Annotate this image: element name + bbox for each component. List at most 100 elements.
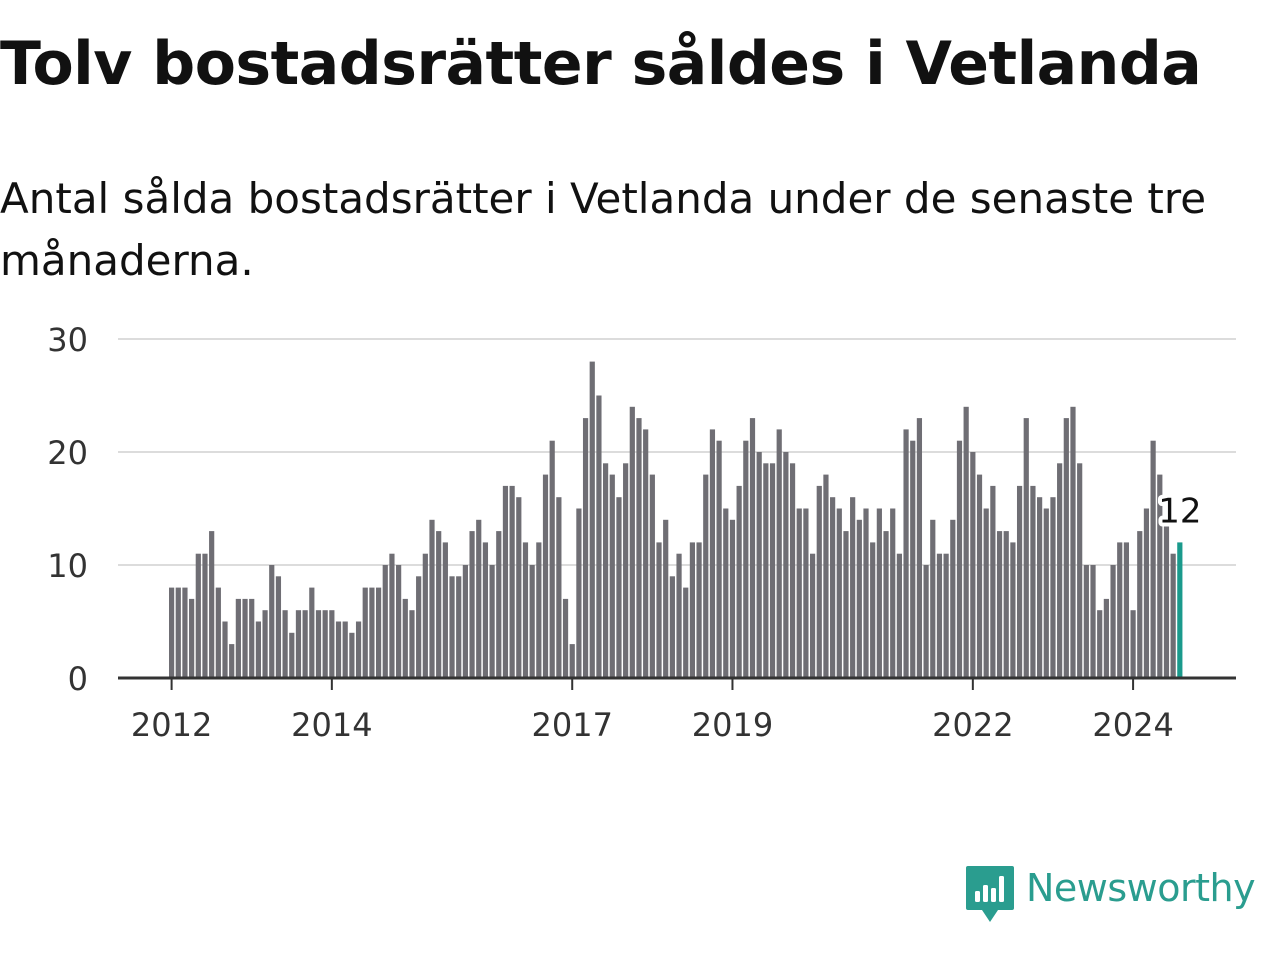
bar <box>716 440 722 678</box>
bar <box>249 598 255 678</box>
bar <box>1037 497 1043 678</box>
bar <box>903 429 909 678</box>
bar <box>1050 497 1056 678</box>
x-tick-label: 2017 <box>532 706 613 744</box>
bar <box>689 542 696 678</box>
bar <box>422 553 428 678</box>
x-tick-label: 2022 <box>932 706 1013 744</box>
bar-latest <box>1177 542 1183 678</box>
bar <box>850 497 856 678</box>
bar <box>709 429 716 678</box>
y-tick-label: 0 <box>68 660 88 698</box>
bar <box>1083 565 1089 678</box>
bar <box>202 553 208 678</box>
bar <box>1150 440 1156 678</box>
bar <box>496 531 502 678</box>
bar <box>983 508 989 678</box>
bar <box>362 587 368 678</box>
bar <box>1070 406 1076 678</box>
bar <box>656 542 662 678</box>
bar <box>215 587 221 678</box>
bar <box>329 610 335 678</box>
bar <box>996 531 1003 678</box>
bar <box>1016 485 1023 678</box>
y-axis-ticks: 0 10 20 30 <box>47 321 88 698</box>
y-tick-label: 20 <box>47 434 88 472</box>
bar <box>1077 463 1083 678</box>
latest-value-annotation: 12 <box>1154 487 1205 535</box>
bar <box>803 508 809 678</box>
bar <box>342 621 348 678</box>
bar <box>589 361 595 678</box>
bar <box>596 395 602 678</box>
bar <box>1123 542 1130 678</box>
bar <box>669 576 675 678</box>
bar <box>242 598 248 678</box>
bar <box>649 474 655 678</box>
bar <box>629 406 635 678</box>
bar <box>923 565 929 678</box>
bar <box>830 497 836 678</box>
bar <box>823 474 829 678</box>
y-tick-label: 10 <box>47 547 88 585</box>
bar <box>229 644 235 678</box>
bar <box>1003 531 1009 678</box>
bar <box>476 519 482 678</box>
bar <box>1030 485 1036 678</box>
bar <box>963 406 969 678</box>
bar <box>289 632 295 678</box>
bar <box>509 485 515 678</box>
bar <box>556 497 562 678</box>
bar <box>749 418 756 678</box>
bar <box>1097 610 1103 678</box>
bar <box>209 531 215 678</box>
bar <box>623 463 629 678</box>
bar <box>863 508 869 678</box>
bar <box>235 598 241 678</box>
bar <box>489 565 495 678</box>
bar <box>836 508 842 678</box>
bar <box>743 440 749 678</box>
bar <box>729 519 736 678</box>
bar <box>355 621 362 678</box>
bar <box>482 542 489 678</box>
bar <box>522 542 529 678</box>
newsworthy-logo[interactable]: Newsworthy <box>964 864 1256 924</box>
bar <box>609 474 615 678</box>
bar <box>910 440 916 678</box>
bar <box>1130 610 1136 678</box>
bar <box>502 485 509 678</box>
bar <box>1057 463 1063 678</box>
bar <box>382 565 388 678</box>
bar <box>349 632 355 678</box>
y-tick-label: 30 <box>47 321 88 359</box>
bar <box>896 553 902 678</box>
bar <box>315 610 322 678</box>
bars <box>169 361 1183 678</box>
bar <box>529 565 535 678</box>
bar <box>643 429 649 678</box>
bar <box>262 610 268 678</box>
bar <box>1023 418 1029 678</box>
logo-text: Newsworthy <box>1026 866 1256 910</box>
bar <box>442 542 448 678</box>
bar <box>536 542 542 678</box>
bar <box>769 463 776 678</box>
bar <box>309 587 315 678</box>
chart-title: Tolv bostadsrätter såldes i Vetlanda <box>0 29 1202 99</box>
bar <box>322 610 328 678</box>
bar <box>1090 565 1096 678</box>
bar-chart: 0 10 20 30 2012 2014 2017 2019 2022 2024 12 <box>47 321 1236 744</box>
bar <box>696 542 702 678</box>
bar <box>950 519 956 678</box>
bar <box>436 531 442 678</box>
bar <box>255 621 261 678</box>
bar <box>449 576 455 678</box>
bar <box>1163 519 1170 678</box>
bar <box>295 610 302 678</box>
bar <box>516 497 522 678</box>
bar <box>175 587 181 678</box>
bar <box>369 587 375 678</box>
bar <box>890 508 896 678</box>
bar <box>956 440 963 678</box>
